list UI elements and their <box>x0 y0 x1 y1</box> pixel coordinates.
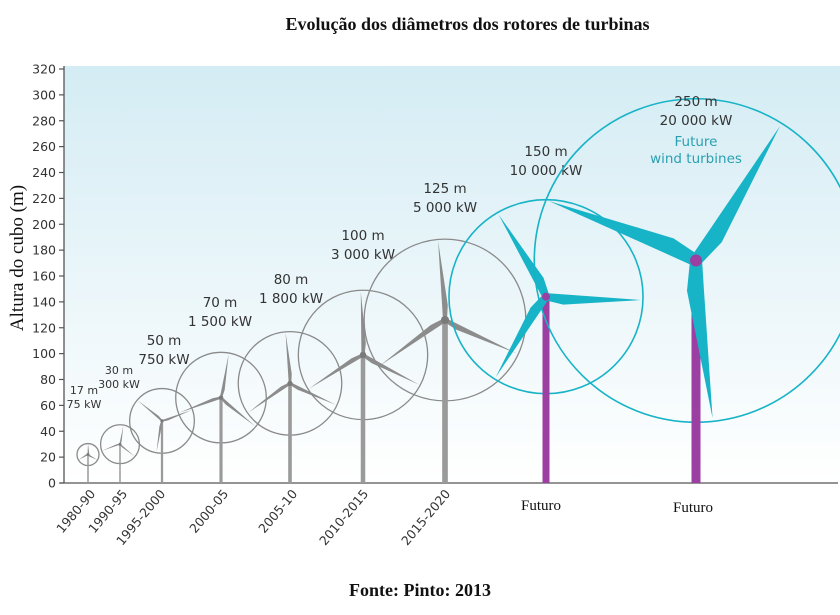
turbine-7: 125 m 5 000 kW <box>363 181 527 483</box>
y-tick-label: 100 <box>32 346 56 361</box>
blade <box>444 318 517 354</box>
hub <box>160 419 164 423</box>
hub <box>690 254 702 267</box>
blade <box>498 214 550 299</box>
blade <box>179 396 222 413</box>
blade <box>438 241 448 321</box>
blade <box>78 454 89 460</box>
tower <box>542 296 550 483</box>
diameter-label: 30 m <box>105 364 133 377</box>
power-label: 750 kW <box>138 352 189 368</box>
power-label: 300 kW <box>98 378 140 391</box>
blade <box>87 443 90 455</box>
x-tick-label: 2000-05 <box>186 486 231 536</box>
y-tick-label: 80 <box>40 372 56 387</box>
y-tick-label: 300 <box>32 87 56 102</box>
blade <box>220 396 255 427</box>
y-tick-label: 140 <box>32 294 56 309</box>
turbine-1: 17 m75 kW <box>67 384 102 483</box>
blade <box>545 293 642 305</box>
tower <box>119 444 121 483</box>
y-tick-label: 40 <box>40 424 56 439</box>
y-tick-label: 180 <box>32 243 56 258</box>
blade <box>248 382 291 413</box>
y-tick-label: 260 <box>32 139 56 154</box>
diameter-label: 70 m <box>203 295 238 311</box>
y-tick-label: 200 <box>32 217 56 232</box>
blade <box>161 410 192 422</box>
blade <box>380 318 447 366</box>
y-tick-label: 320 <box>32 62 56 77</box>
hub <box>118 442 122 446</box>
diameter-label: 100 m <box>341 228 384 244</box>
hub <box>359 351 367 359</box>
x-tick-label: Futuro <box>673 500 713 516</box>
x-tick-label: 2005-10 <box>255 486 300 536</box>
diameter-label: 80 m <box>274 272 309 288</box>
tower <box>219 397 223 483</box>
y-tick-label: 240 <box>32 165 56 180</box>
blade <box>87 454 98 460</box>
diameter-label: 250 m <box>674 94 717 110</box>
diameter-label: 125 m <box>423 181 466 197</box>
y-tick-label: 0 <box>48 476 56 491</box>
power-label: 3 000 kW <box>331 247 395 263</box>
power-label: 1 500 kW <box>188 314 252 330</box>
y-tick-label: 60 <box>40 398 56 413</box>
turbine-chart: 0 20 40 60 80 100 120 140 160 180 200 220 240 260 280 3… <box>32 62 840 548</box>
blade <box>137 400 163 422</box>
blade <box>102 443 121 451</box>
power-label: 75 kW <box>67 398 102 411</box>
tower <box>691 260 701 483</box>
diameter-label: 17 m <box>70 384 98 397</box>
blade <box>285 332 292 384</box>
blade <box>219 353 229 398</box>
hub <box>287 380 293 386</box>
blade <box>362 353 419 385</box>
diameter-label: 150 m <box>524 144 567 160</box>
turbine-5: 80 m 1 800 kW <box>237 272 343 483</box>
turbine-4: 70 m 1 500 kW <box>175 295 267 483</box>
x-tick-label: Futuro <box>521 498 561 514</box>
tower <box>87 454 89 483</box>
power-label: 10 000 kW <box>510 163 583 179</box>
tower <box>360 354 366 483</box>
blade <box>309 353 364 389</box>
blade <box>156 420 163 453</box>
chart-title: Evolução dos diâmetros dos rotores de tu… <box>285 14 650 34</box>
y-tick-label: 160 <box>32 269 56 284</box>
blade <box>549 201 699 267</box>
hub <box>218 395 224 400</box>
source-note: Fonte: Pinto: 2013 <box>349 580 491 600</box>
future-note: Future <box>675 134 718 150</box>
hub <box>440 315 450 325</box>
hub <box>86 453 90 457</box>
diameter-label: 50 m <box>147 333 182 349</box>
y-tick-label: 220 <box>32 191 56 206</box>
blade <box>119 443 135 457</box>
tower <box>160 420 164 483</box>
y-tick-label: 20 <box>40 450 56 465</box>
y-tick-label: 120 <box>32 320 56 335</box>
hub <box>542 292 550 301</box>
x-tick-label: 2015-2020 <box>398 486 453 548</box>
power-label: 5 000 kW <box>413 200 477 216</box>
tower <box>442 319 448 483</box>
x-tick-label: 2010-2015 <box>316 486 371 548</box>
blade <box>289 382 336 405</box>
power-label: 1 800 kW <box>259 291 323 307</box>
turbine-6: 100 m 3 000 kW <box>297 228 429 483</box>
future-note: wind turbines <box>650 151 742 167</box>
blade <box>686 259 713 419</box>
turbine-3: 50 m 750 kW <box>129 333 195 483</box>
blade <box>119 425 124 445</box>
power-label: 20 000 kW <box>660 113 733 129</box>
y-tick-label: 280 <box>32 113 56 128</box>
blade <box>360 291 366 355</box>
blade <box>495 294 550 378</box>
tower <box>288 383 292 483</box>
blade <box>690 126 780 264</box>
